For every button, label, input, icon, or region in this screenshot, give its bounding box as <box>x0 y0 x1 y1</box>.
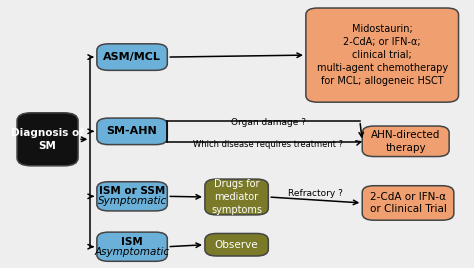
FancyBboxPatch shape <box>97 182 167 211</box>
FancyBboxPatch shape <box>17 113 78 166</box>
FancyBboxPatch shape <box>97 44 167 70</box>
Text: Observe: Observe <box>215 240 258 250</box>
Text: ISM or SSM: ISM or SSM <box>99 186 165 196</box>
FancyBboxPatch shape <box>205 233 268 256</box>
Text: ASM/MCL: ASM/MCL <box>103 52 161 62</box>
FancyBboxPatch shape <box>362 126 449 157</box>
Text: Midostaurin;
2-CdA; or IFN-α;
clinical trial;
multi-agent chemotherapy
for MCL; : Midostaurin; 2-CdA; or IFN-α; clinical t… <box>317 24 448 86</box>
Text: ISM: ISM <box>121 237 143 247</box>
FancyBboxPatch shape <box>205 179 268 215</box>
Text: Organ damage ?: Organ damage ? <box>231 118 306 126</box>
Text: SM-AHN: SM-AHN <box>107 126 157 136</box>
Text: Asymptomatic: Asymptomatic <box>94 247 170 257</box>
Text: Symptomatic: Symptomatic <box>98 196 167 206</box>
Text: Which disease requires treatment ?: Which disease requires treatment ? <box>193 140 343 149</box>
Text: Diagnosis of
SM: Diagnosis of SM <box>11 128 84 151</box>
FancyBboxPatch shape <box>362 186 454 220</box>
Text: Refractory ?: Refractory ? <box>288 189 343 198</box>
Text: AHN-directed
therapy: AHN-directed therapy <box>371 130 440 153</box>
FancyBboxPatch shape <box>97 118 167 145</box>
FancyBboxPatch shape <box>97 232 167 261</box>
Text: Drugs for
mediator
symptoms: Drugs for mediator symptoms <box>211 179 262 215</box>
FancyBboxPatch shape <box>306 8 458 102</box>
Text: 2-CdA or IFN-α
or Clinical Trial: 2-CdA or IFN-α or Clinical Trial <box>370 192 447 214</box>
